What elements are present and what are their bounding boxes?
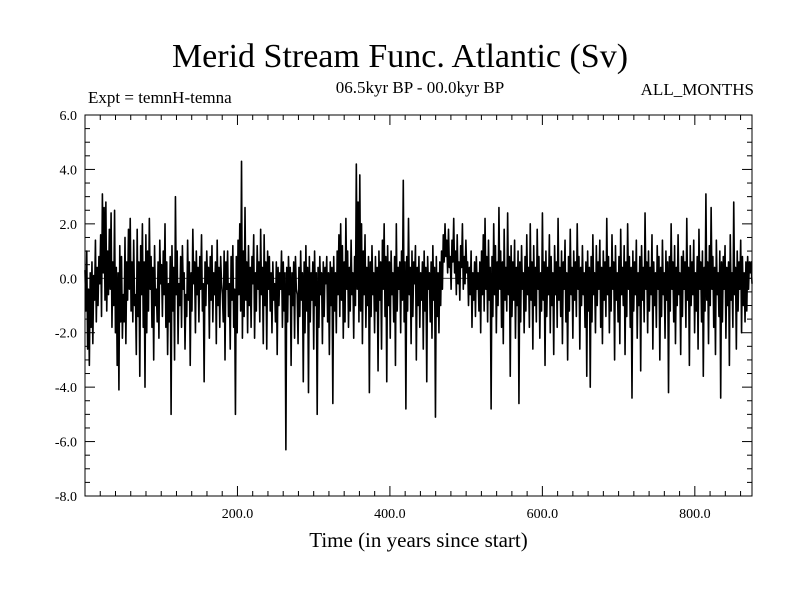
y-tick-label: -4.0 [55, 381, 77, 396]
experiment-label: Expt = temnH-temna [88, 88, 232, 107]
x-tick-label: 200.0 [222, 507, 254, 522]
x-tick-label: 400.0 [374, 507, 406, 522]
y-tick-label: -6.0 [55, 436, 77, 451]
y-tick-label: -2.0 [55, 327, 77, 342]
series-line [84, 160, 753, 451]
x-axis-label: Time (in years since start) [309, 528, 528, 552]
y-tick-label: 6.0 [60, 109, 78, 124]
y-tick-label: 0.0 [60, 272, 78, 287]
y-tick-label: -8.0 [55, 490, 77, 505]
x-tick-label: 600.0 [527, 507, 559, 522]
months-label: ALL_MONTHS [640, 80, 754, 99]
period-label: 06.5kyr BP - 00.0kyr BP [335, 78, 505, 97]
y-tick-label: 2.0 [60, 218, 78, 233]
x-tick-label: 800.0 [679, 507, 711, 522]
chart-series [84, 160, 753, 451]
y-tick-label: 4.0 [60, 163, 78, 178]
chart-title: Merid Stream Func. Atlantic (Sv) [171, 38, 629, 75]
